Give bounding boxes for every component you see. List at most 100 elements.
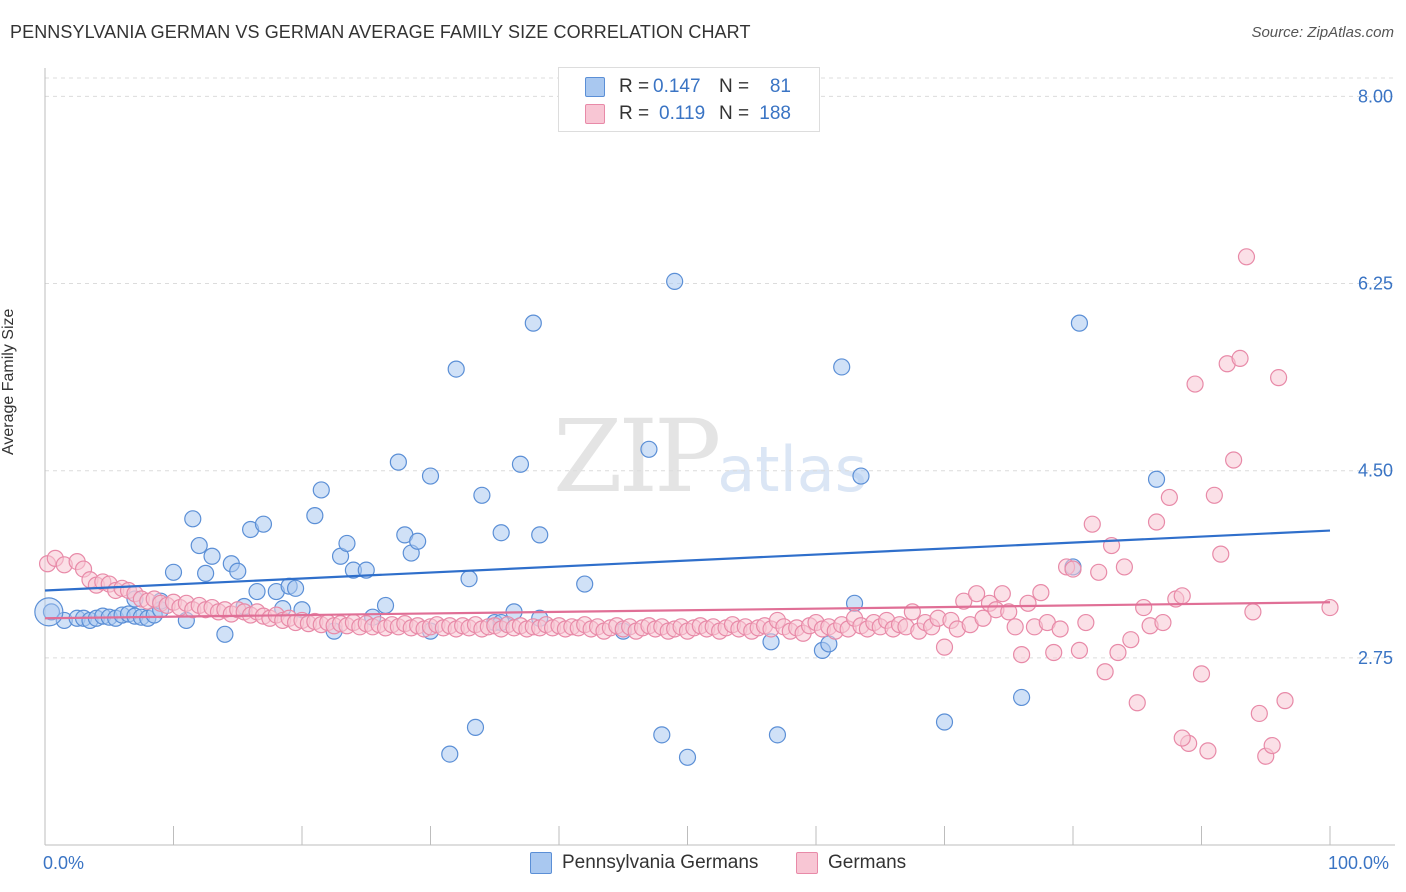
data-point-pennsylvania-germans <box>190 536 208 555</box>
data-point-germans <box>1244 603 1262 621</box>
legend-n-value: 81 <box>769 76 791 97</box>
data-point-pennsylvania-germans <box>492 524 510 542</box>
data-point-germans <box>1051 620 1069 638</box>
data-point-pennsylvania-germans <box>409 532 427 550</box>
data-point-germans <box>1128 694 1146 712</box>
data-point-germans <box>1237 248 1256 266</box>
data-point-germans <box>1115 558 1134 576</box>
data-point-pennsylvania-germans <box>852 467 870 485</box>
data-point-germans <box>1205 486 1223 504</box>
data-point-germans <box>1192 665 1211 683</box>
data-point-pennsylvania-germans <box>376 596 395 615</box>
data-point-germans <box>993 585 1011 603</box>
data-point-germans <box>1276 692 1294 710</box>
correlation-legend: R = 0.147 N = 81 R = 0.119 N = 188 <box>558 67 820 132</box>
data-point-germans <box>1109 643 1127 662</box>
x-tick-label-max: 100.0% <box>1328 853 1390 873</box>
data-point-pennsylvania-germans <box>216 625 234 643</box>
data-point-germans <box>1269 369 1288 387</box>
data-point-pennsylvania-germans <box>389 453 407 471</box>
data-point-pennsylvania-germans <box>441 745 459 763</box>
data-point-germans <box>1070 641 1089 659</box>
data-point-pennsylvania-germans <box>678 748 697 766</box>
data-point-pennsylvania-germans <box>254 515 273 533</box>
legend-n-value: 188 <box>759 103 791 124</box>
series-label: Germans <box>828 852 907 873</box>
data-point-germans <box>974 609 992 627</box>
data-point-pennsylvania-germans <box>184 510 202 528</box>
data-point-pennsylvania-germans <box>576 575 594 593</box>
data-point-pennsylvania-germans-large <box>34 597 64 627</box>
legend-r-label: R = <box>619 103 650 124</box>
data-point-pennsylvania-germans <box>666 272 684 291</box>
data-point-pennsylvania-germans <box>460 570 478 588</box>
x-tick-label-min: 0.0% <box>43 853 85 873</box>
watermark-zip: ZIP <box>553 398 721 515</box>
source-label: Source: ZipAtlas.com <box>1251 24 1394 41</box>
data-point-germans <box>1019 594 1037 612</box>
legend-n-label: N = <box>719 76 750 97</box>
series-swatch-blue <box>530 852 552 874</box>
legend-n-label: N = <box>719 103 750 124</box>
data-point-pennsylvania-germans <box>447 360 465 378</box>
legend-r-label: R = <box>619 76 650 97</box>
data-point-germans <box>1006 618 1024 636</box>
trend-line-pennsylvania-germans <box>44 529 1331 592</box>
data-point-germans <box>1064 560 1082 578</box>
data-point-germans <box>935 638 954 656</box>
chart-title: PENNSYLVANIA GERMAN VS GERMAN AVERAGE FA… <box>10 22 751 42</box>
data-point-germans <box>1160 488 1178 507</box>
y-tick-label: 8.00 <box>1358 86 1393 106</box>
data-point-germans <box>1199 742 1217 760</box>
data-point-pennsylvania-germans <box>935 713 954 731</box>
data-point-pennsylvania-germans <box>466 718 485 736</box>
data-point-pennsylvania-germans <box>229 562 247 580</box>
y-tick-label: 2.75 <box>1358 648 1393 668</box>
data-point-germans <box>1173 587 1191 605</box>
data-point-germans <box>1090 563 1108 581</box>
data-point-pennsylvania-germans <box>306 507 324 525</box>
data-point-germans <box>1263 736 1281 755</box>
legend-r-value: 0.119 <box>659 103 706 124</box>
data-point-pennsylvania-germans <box>833 358 851 376</box>
series-legend-pennsylvania-germans: Pennsylvania Germans <box>530 852 758 874</box>
data-point-pennsylvania-germans <box>1070 314 1089 332</box>
legend-row-pennsylvania-germans: R = 0.147 N = 81 <box>585 76 791 98</box>
series-legend-germans: Germans <box>796 852 906 874</box>
data-point-germans <box>1135 598 1153 617</box>
data-point-pennsylvania-germans <box>768 726 787 744</box>
series-swatch-pink <box>796 852 818 874</box>
legend-swatch-blue <box>585 77 605 97</box>
data-point-germans <box>1096 663 1114 681</box>
data-point-germans <box>1000 603 1018 621</box>
data-point-germans <box>1225 451 1243 469</box>
data-point-pennsylvania-germans <box>42 603 61 621</box>
data-point-germans <box>1045 643 1063 662</box>
data-point-pennsylvania-germans <box>312 481 330 499</box>
data-point-germans <box>1012 646 1031 664</box>
legend-row-germans: R = 0.119 N = 188 <box>585 103 791 125</box>
data-point-pennsylvania-germans <box>473 486 491 504</box>
data-point-pennsylvania-germans <box>338 534 356 553</box>
data-point-pennsylvania-germans <box>197 564 215 582</box>
watermark: ZIPatlas <box>553 398 867 515</box>
series-legend: Pennsylvania Germans Germans <box>0 852 1406 878</box>
data-point-germans <box>1212 545 1230 563</box>
data-point-pennsylvania-germans <box>248 582 266 601</box>
data-point-germans <box>1250 704 1268 723</box>
data-point-pennsylvania-germans <box>640 440 658 458</box>
data-point-germans <box>1321 598 1339 617</box>
data-point-germans <box>1231 349 1249 368</box>
data-point-pennsylvania-germans <box>511 455 530 473</box>
data-point-germans <box>903 603 921 621</box>
data-point-pennsylvania-germans <box>164 563 183 581</box>
data-point-pennsylvania-germans <box>653 726 671 744</box>
data-point-germans <box>1186 375 1204 393</box>
data-point-germans <box>1173 729 1191 747</box>
data-point-pennsylvania-germans <box>1147 470 1166 488</box>
trend-line-germans <box>44 601 1331 620</box>
data-point-germans <box>1147 513 1166 531</box>
data-point-germans <box>1032 584 1050 602</box>
data-point-pennsylvania-germans <box>286 579 305 597</box>
